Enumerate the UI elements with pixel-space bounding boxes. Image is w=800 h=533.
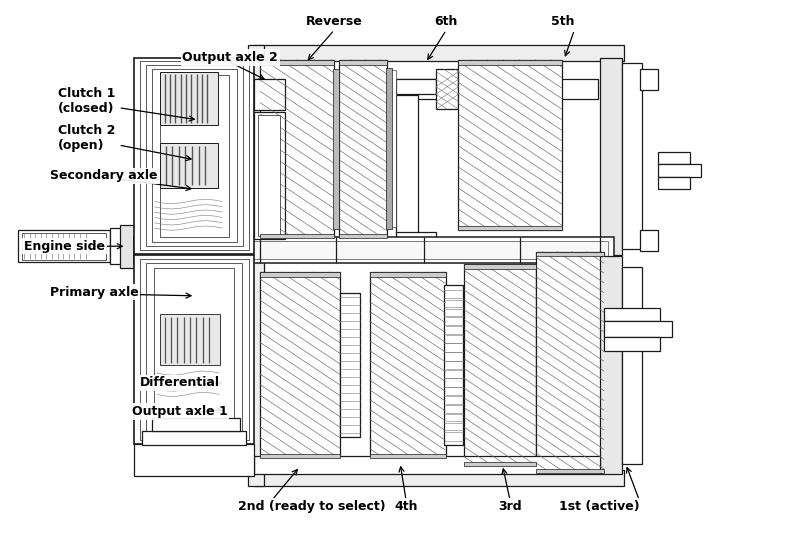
Bar <box>18 230 110 262</box>
Bar <box>160 143 218 188</box>
Bar <box>640 230 658 251</box>
Bar <box>370 272 446 458</box>
Text: Reverse: Reverse <box>306 15 362 28</box>
Bar <box>600 256 622 474</box>
Bar <box>260 272 340 277</box>
Bar <box>600 58 622 255</box>
Bar <box>254 79 285 110</box>
Text: Primary axle: Primary axle <box>50 286 138 298</box>
Bar <box>144 450 245 457</box>
Bar <box>339 60 387 65</box>
Bar <box>339 234 387 238</box>
Bar <box>110 228 124 264</box>
Text: Output axle 1: Output axle 1 <box>132 405 228 418</box>
Bar <box>370 454 446 458</box>
Bar <box>396 95 418 233</box>
Bar <box>134 255 254 444</box>
Bar <box>392 70 396 227</box>
Bar <box>604 321 672 337</box>
Bar <box>396 79 436 94</box>
Text: 6th: 6th <box>434 15 458 28</box>
Bar <box>333 69 339 229</box>
Bar <box>446 296 463 434</box>
Bar <box>152 457 237 465</box>
Bar <box>140 61 249 250</box>
Bar <box>340 293 360 437</box>
Bar <box>604 337 660 351</box>
Text: Differential: Differential <box>140 376 220 389</box>
Bar <box>134 444 254 476</box>
Bar <box>339 60 387 238</box>
Bar <box>658 177 690 189</box>
Bar <box>22 233 106 260</box>
Text: 5th: 5th <box>551 15 574 28</box>
Bar <box>536 252 604 473</box>
Text: Secondary axle: Secondary axle <box>50 169 157 182</box>
Bar <box>160 241 608 259</box>
Bar <box>160 75 229 237</box>
Bar <box>120 225 134 268</box>
Bar <box>134 58 254 254</box>
Bar <box>254 112 285 239</box>
Text: 3rd: 3rd <box>498 500 522 513</box>
Text: 2nd (ready to select): 2nd (ready to select) <box>238 500 386 513</box>
Bar <box>260 234 334 238</box>
Text: Engine side: Engine side <box>24 240 105 253</box>
Bar <box>140 259 249 440</box>
Bar <box>622 63 642 249</box>
Bar <box>146 263 242 436</box>
Bar <box>260 454 340 458</box>
Bar <box>258 115 280 236</box>
Bar <box>658 164 701 177</box>
Bar <box>254 470 624 486</box>
Bar <box>444 285 463 445</box>
Bar <box>254 79 598 99</box>
Bar <box>604 308 660 321</box>
Bar <box>134 235 190 257</box>
Bar <box>254 45 624 61</box>
Text: Clutch 1
(closed): Clutch 1 (closed) <box>58 87 115 115</box>
Bar <box>134 444 254 450</box>
Bar <box>370 272 446 277</box>
Bar <box>458 60 562 230</box>
Text: Clutch 2
(open): Clutch 2 (open) <box>58 124 115 151</box>
Bar <box>536 252 604 256</box>
Bar <box>464 264 536 269</box>
Bar <box>458 226 562 230</box>
Bar <box>536 469 604 473</box>
Bar <box>658 152 690 164</box>
Bar <box>260 60 334 65</box>
Bar <box>464 264 536 466</box>
Text: 1st (active): 1st (active) <box>559 500 640 513</box>
Bar <box>160 314 220 365</box>
Text: Output axle 2: Output axle 2 <box>182 51 278 64</box>
Bar <box>396 232 436 244</box>
Bar <box>152 69 237 242</box>
Bar <box>640 69 658 90</box>
Bar <box>260 272 340 458</box>
Bar <box>436 69 458 109</box>
Bar <box>152 418 240 431</box>
Bar <box>622 266 642 464</box>
Bar <box>134 237 614 263</box>
Bar <box>386 68 392 229</box>
Bar <box>458 60 562 65</box>
Bar <box>146 65 243 246</box>
Text: 4th: 4th <box>394 500 418 513</box>
Bar <box>154 268 234 431</box>
Bar <box>160 72 218 125</box>
Bar <box>254 456 600 474</box>
Bar <box>464 462 536 466</box>
Bar <box>142 431 246 445</box>
Bar <box>248 45 264 486</box>
Bar <box>260 60 334 238</box>
